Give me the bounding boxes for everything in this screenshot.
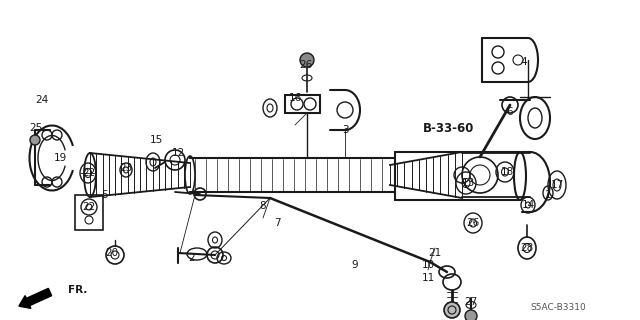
Text: 2: 2: [189, 253, 195, 263]
Text: 17: 17: [550, 180, 564, 190]
Text: 6: 6: [507, 107, 513, 117]
Text: 12: 12: [172, 148, 184, 158]
Text: 26: 26: [300, 60, 312, 70]
Text: S5AC-B3310: S5AC-B3310: [530, 303, 586, 313]
Text: 18: 18: [500, 167, 514, 177]
Circle shape: [300, 53, 314, 67]
Text: 21: 21: [428, 248, 442, 258]
Circle shape: [444, 302, 460, 318]
Text: 24: 24: [35, 95, 49, 105]
Text: 7: 7: [274, 218, 280, 228]
Text: 14: 14: [522, 200, 534, 210]
Text: 1: 1: [545, 190, 551, 200]
Text: 26: 26: [467, 218, 479, 228]
Text: 11: 11: [421, 273, 435, 283]
Circle shape: [30, 135, 40, 145]
Text: 20: 20: [106, 248, 118, 258]
Bar: [75, 195, 103, 230]
Text: 3: 3: [342, 125, 348, 135]
Text: 4: 4: [521, 57, 527, 67]
Text: 13: 13: [461, 178, 475, 188]
Text: 22: 22: [83, 168, 95, 178]
Text: 8: 8: [260, 201, 266, 211]
Text: 25: 25: [29, 123, 43, 133]
Text: FR.: FR.: [68, 285, 88, 295]
Text: 19: 19: [53, 153, 67, 163]
Text: 28: 28: [520, 243, 534, 253]
Text: 9: 9: [352, 260, 358, 270]
Text: 16: 16: [289, 93, 301, 103]
FancyArrow shape: [19, 288, 52, 308]
Text: 10: 10: [421, 260, 435, 270]
Text: 5: 5: [102, 190, 108, 200]
Text: 23: 23: [120, 163, 132, 173]
Text: 27: 27: [465, 297, 477, 307]
Text: 15: 15: [149, 135, 163, 145]
Text: B-33-60: B-33-60: [423, 122, 475, 134]
Circle shape: [465, 310, 477, 320]
Text: 22: 22: [83, 202, 95, 212]
